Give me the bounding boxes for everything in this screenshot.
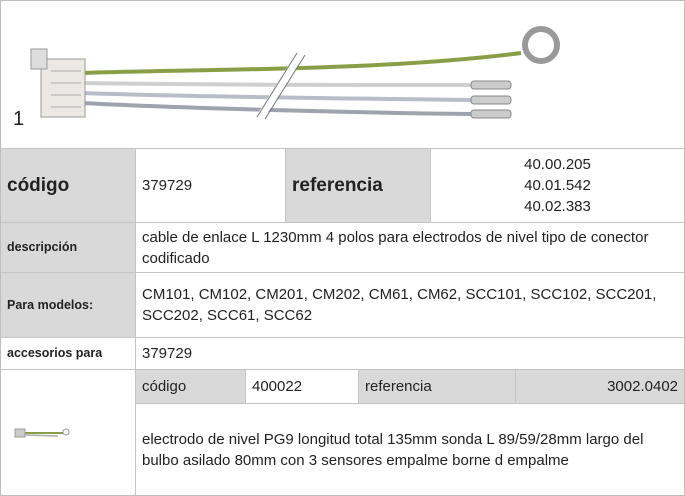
referencia-value: 40.01.542 (524, 177, 591, 194)
accessory-referencia: 3002.0402 (516, 370, 684, 404)
accesorios-label: accesorios para (1, 338, 136, 370)
accessory-description: electrodo de nivel PG9 longitud total 13… (142, 430, 644, 469)
accessory-image (14, 428, 70, 437)
referencia-value: 40.02.383 (524, 198, 591, 215)
accesorios-value: 379729 (136, 338, 684, 370)
descripcion-label: descripción (1, 223, 136, 273)
codigo-value: 379729 (136, 149, 286, 223)
modelos-label: Para modelos: (1, 273, 136, 338)
accessory-codigo-label: código (136, 370, 246, 404)
accessory-codigo: 400022 (246, 370, 359, 404)
referencia-values: 40.00.205 40.01.542 40.02.383 (431, 149, 684, 223)
figure-label: 1 (13, 108, 25, 130)
accessory-referencia-label: referencia (359, 370, 516, 404)
referencia-value: 40.00.205 (524, 156, 591, 173)
codigo-label: código (1, 149, 136, 223)
cable-illustration (30, 26, 560, 122)
referencia-label: referencia (286, 149, 431, 223)
accessory-thumbnail (1, 370, 136, 495)
modelos-value: CM101, CM102, CM201, CM202, CM61, CM62, … (136, 273, 684, 338)
product-image-area: 1 (1, 1, 684, 149)
descripcion-value: cable de enlace L 1230mm 4 polos para el… (136, 223, 684, 273)
